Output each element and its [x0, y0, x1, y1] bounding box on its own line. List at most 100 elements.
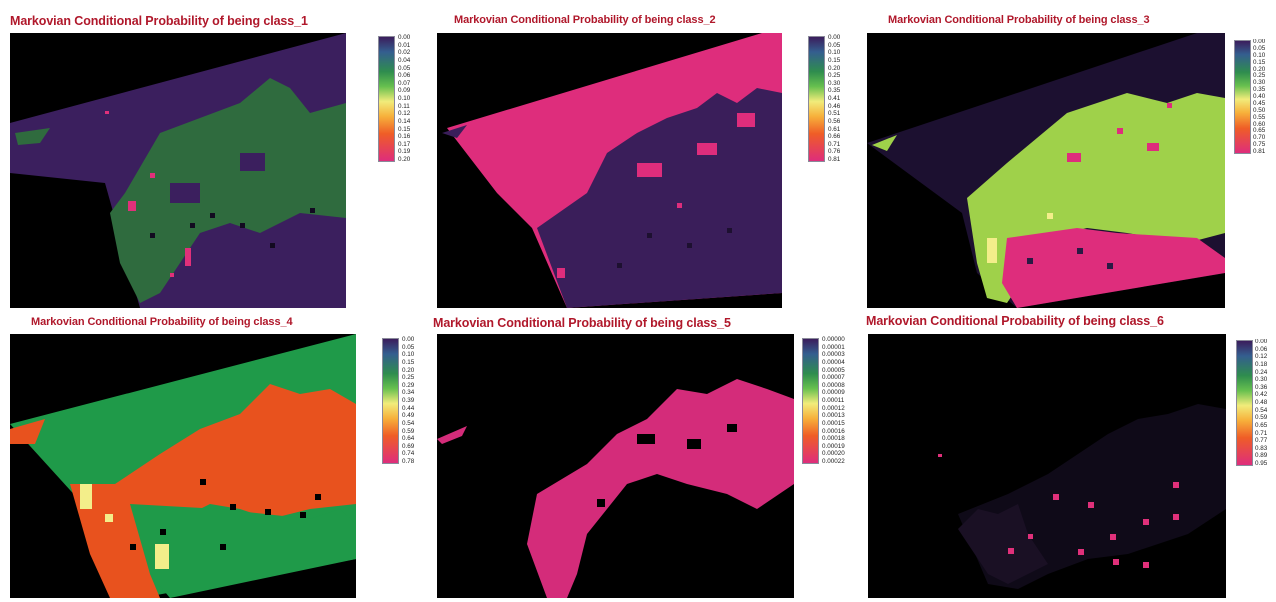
colorbar-area: 0.00 0.05 0.10 0.15 0.20 0.25 0.30 0.35 0.41 0.46…	[806, 34, 870, 188]
colorbar	[378, 36, 395, 162]
colorbar-tick-label: 0.06	[398, 72, 411, 80]
colorbar-tick-label: 0.20	[828, 64, 841, 72]
colorbar-area: 0.00 0.06 0.12 0.18 0.24 0.30 0.36 0.42 0.48 0.54…	[1234, 339, 1276, 492]
colorbar-tick-label: 0.05	[398, 64, 411, 72]
colorbar	[382, 338, 399, 464]
colorbar-ticks: 0.00 0.05 0.10 0.15 0.20 0.25 0.30 0.35 0.41 0.46…	[828, 34, 870, 165]
colorbar-tick-label: 0.35	[828, 87, 841, 95]
colorbar-tick-label: 0.66	[828, 133, 841, 141]
colorbar-tick-label: 0.54	[402, 419, 415, 427]
colorbar-tick-label: 0.25	[402, 374, 415, 382]
colorbar-tick-label: 0.20	[398, 156, 411, 163]
colorbar-tick-label: 0.75	[1253, 141, 1266, 149]
colorbar-tick-label: 0.00005	[822, 366, 845, 374]
colorbar-tick-label: 0.15	[1253, 58, 1266, 66]
colorbar-tick-label: 0.05	[402, 343, 415, 351]
colorbar-tick-label: 0.16	[398, 133, 411, 141]
colorbar-tick-label: 0.17	[398, 140, 411, 148]
colorbar-tick-label: 0.00001	[822, 343, 845, 351]
colorbar-tick-label: 0.30	[1253, 79, 1266, 87]
colorbar-tick-label: 0.77	[1255, 437, 1268, 445]
colorbar-tick-label: 0.00003	[822, 351, 845, 359]
colorbar-tick-label: 0.25	[1253, 72, 1266, 80]
colorbar-tick-label: 0.81	[828, 156, 841, 163]
probability-map	[437, 33, 782, 308]
colorbar-tick-label: 0.19	[398, 148, 411, 156]
colorbar-tick-label: 0.00012	[822, 404, 845, 412]
colorbar-tick-label: 0.05	[1253, 44, 1266, 52]
probability-map	[10, 33, 346, 308]
colorbar-ticks: 0.00000 0.00001 0.00003 0.00004 0.00005 0.000…	[822, 336, 864, 467]
colorbar-tick-label: 0.15	[398, 125, 411, 133]
colorbar-tick-label: 0.11	[398, 102, 410, 110]
probability-map	[437, 334, 794, 598]
colorbar-tick-label: 0.40	[1253, 93, 1266, 100]
colorbar-tick-label: 0.55	[1253, 113, 1266, 121]
colorbar-tick-label: 0.89	[1255, 452, 1268, 460]
colorbar-tick-label: 0.10	[828, 49, 841, 57]
colorbar-tick-label: 0.76	[828, 148, 841, 156]
panel-title: Markovian Conditional Probability of bei…	[888, 14, 1150, 26]
colorbar-tick-label: 0.46	[828, 102, 841, 110]
colorbar-tick-label: 0.10	[402, 351, 415, 359]
colorbar-tick-label: 0.00018	[822, 435, 845, 443]
colorbar-tick-label: 0.65	[1255, 421, 1268, 429]
colorbar-tick-label: 0.95	[1255, 460, 1268, 467]
colorbar-tick-label: 0.00000	[822, 336, 845, 343]
probability-map	[10, 334, 356, 598]
colorbar-tick-label: 0.20	[1253, 65, 1266, 73]
colorbar-tick-label: 0.09	[398, 87, 411, 95]
colorbar-tick-label: 0.50	[1253, 106, 1266, 114]
colorbar-tick-label: 0.74	[402, 450, 415, 458]
colorbar-tick-label: 0.56	[828, 117, 841, 125]
panel-title: Markovian Conditional Probability of bei…	[454, 14, 716, 26]
colorbar-tick-label: 0.59	[402, 427, 415, 435]
colorbar-tick-label: 0.71	[828, 140, 841, 148]
colorbar-tick-label: 0.64	[402, 435, 415, 443]
colorbar-tick-label: 0.00	[1255, 339, 1268, 345]
colorbar-area: 0.00 0.05 0.10 0.15 0.20 0.25 0.29 0.34 0.39 0.44…	[380, 336, 444, 490]
colorbar-tick-label: 0.70	[1253, 134, 1266, 142]
colorbar-tick-label: 0.51	[828, 110, 841, 118]
colorbar-tick-label: 0.00019	[822, 442, 845, 450]
colorbar-tick-label: 0.49	[402, 412, 415, 420]
panel-title: Markovian Conditional Probability of bei…	[866, 314, 1164, 328]
colorbar-tick-label: 0.00015	[822, 419, 845, 427]
colorbar-tick-label: 0.18	[1255, 360, 1268, 368]
colorbar-tick-label: 0.00	[828, 34, 841, 41]
colorbar-tick-label: 0.04	[398, 56, 411, 64]
colorbar-tick-label: 0.00016	[822, 427, 845, 435]
colorbar	[808, 36, 825, 162]
colorbar-tick-label: 0.48	[1255, 399, 1268, 406]
colorbar-tick-label: 0.14	[398, 117, 411, 125]
colorbar-area: 0.00 0.01 0.02 0.04 0.05 0.06 0.07 0.09 0.10 0.11…	[376, 34, 440, 188]
colorbar-ticks: 0.00 0.01 0.02 0.04 0.05 0.06 0.07 0.09 0.10 0.11…	[398, 34, 440, 165]
colorbar	[1236, 340, 1253, 466]
colorbar-tick-label: 0.00	[1253, 39, 1266, 45]
colorbar-tick-label: 0.35	[1253, 86, 1266, 94]
colorbar-tick-label: 0.83	[1255, 444, 1268, 452]
colorbar-tick-label: 0.45	[1253, 99, 1266, 107]
colorbar-tick-label: 0.30	[828, 79, 841, 87]
colorbar-tick-label: 0.41	[828, 95, 841, 102]
colorbar	[802, 338, 819, 464]
colorbar-tick-label: 0.29	[402, 381, 415, 389]
panel-title: Markovian Conditional Probability of bei…	[10, 14, 308, 28]
colorbar-tick-label: 0.01	[398, 41, 411, 49]
colorbar-tick-label: 0.00020	[822, 450, 845, 458]
panel-title: Markovian Conditional Probability of bei…	[31, 316, 293, 328]
colorbar-tick-label: 0.69	[402, 442, 415, 450]
colorbar-tick-label: 0.71	[1255, 429, 1268, 437]
probability-map	[867, 33, 1225, 308]
colorbar-tick-label: 0.36	[1255, 383, 1268, 391]
colorbar-tick-label: 0.00009	[822, 389, 845, 397]
colorbar-tick-label: 0.00013	[822, 412, 845, 420]
colorbar-tick-label: 0.00022	[822, 458, 845, 465]
colorbar-tick-label: 0.24	[1255, 368, 1268, 376]
colorbar-ticks: 0.00 0.05 0.10 0.15 0.20 0.25 0.29 0.34 0.39 0.44…	[402, 336, 444, 467]
colorbar-tick-label: 0.59	[1255, 414, 1268, 422]
colorbar-tick-label: 0.06	[1255, 345, 1268, 353]
probability-map	[868, 334, 1226, 598]
colorbar-tick-label: 0.00011	[822, 397, 845, 404]
panel-title: Markovian Conditional Probability of bei…	[433, 316, 731, 330]
